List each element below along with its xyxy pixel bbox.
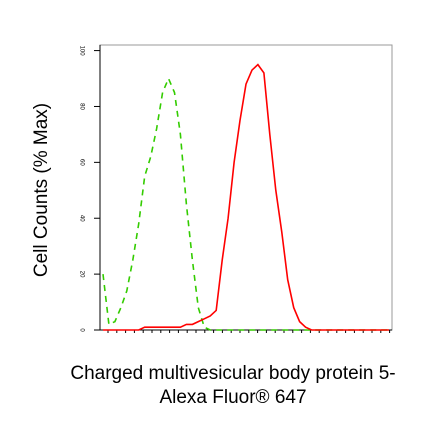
y-tick-label: 80 [78,103,84,110]
y-tick-label: 40 [78,215,84,222]
y-tick-label: 100 [78,46,84,57]
y-tick-label: 60 [78,159,84,166]
x-axis-label: Alexa Fluor® 647 [159,387,306,408]
series-line [102,76,389,331]
y-tick-label: 0 [78,328,84,332]
y-axis-label: Cell Counts (% Max) [31,103,52,277]
y-tick-label: 20 [78,271,84,278]
x-axis-label: Charged multivesicular body protein 5- [70,363,395,384]
series-line [103,63,389,331]
